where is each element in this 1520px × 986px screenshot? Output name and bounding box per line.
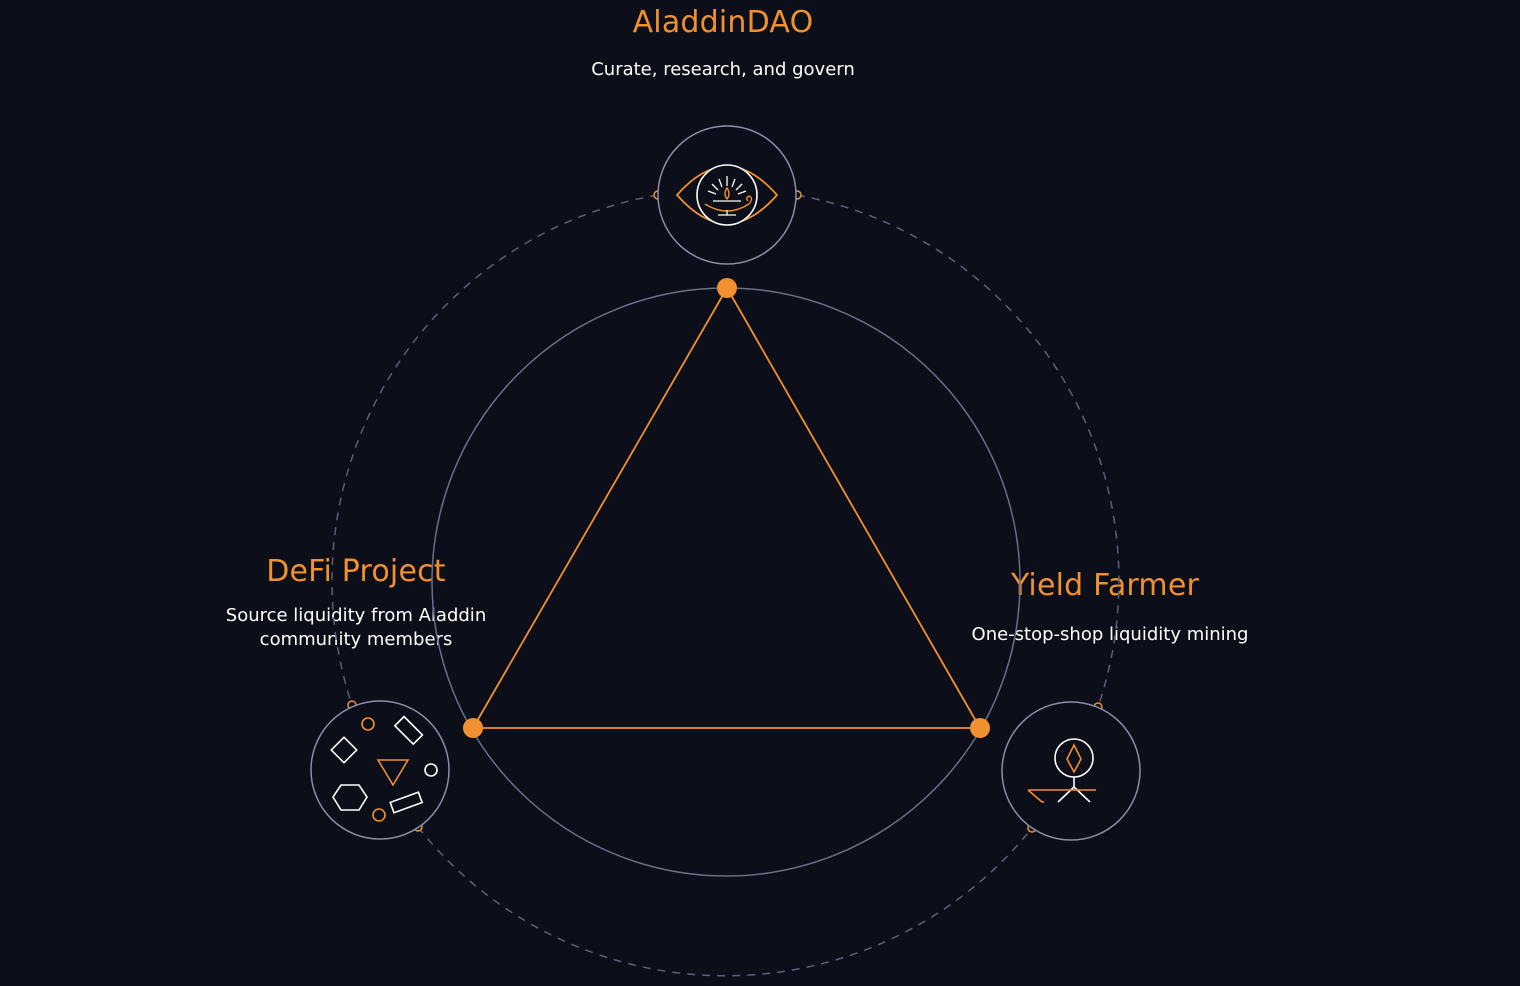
eye-lamp-icon	[675, 164, 779, 226]
aladdindao-title: AladdinDAO	[632, 5, 814, 40]
vertex-dot-right	[970, 718, 990, 738]
dashed-arc-top-left	[331, 194, 659, 706]
defi-project-description-line2: community members	[259, 629, 453, 650]
inner-ring	[431, 287, 1021, 877]
aladdindao-description: Curate, research, and govern	[591, 59, 855, 80]
farmer-diamond-icon	[1027, 738, 1096, 803]
dashed-arc-bottom	[417, 826, 1033, 977]
defi-project-node	[310, 700, 450, 840]
aladdindao-node	[657, 125, 797, 265]
defi-project-node-ring	[310, 700, 450, 840]
defi-project-title: DeFi Project	[266, 554, 446, 589]
yield-farmer-node-ring	[1001, 701, 1141, 841]
vertex-dot-left	[463, 718, 483, 738]
vertex-dot-top	[717, 278, 737, 298]
connection-triangle	[472, 287, 981, 729]
yield-farmer-description: One-stop-shop liquidity mining	[971, 624, 1249, 645]
dashed-arc-top-right	[796, 194, 1120, 708]
yield-farmer-title: Yield Farmer	[1010, 568, 1200, 603]
defi-project-description-line1: Source liquidity from Aladdin	[225, 605, 487, 626]
outer-dashed-ring	[331, 194, 1120, 977]
yield-farmer-node	[1001, 701, 1141, 841]
shapes-icon	[330, 715, 438, 822]
